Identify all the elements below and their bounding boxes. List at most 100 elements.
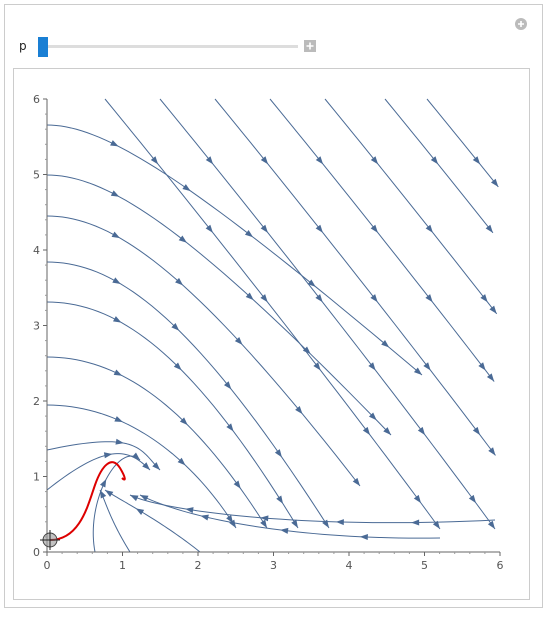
stream-arrow — [260, 156, 269, 165]
stream-arrow — [233, 480, 241, 489]
streamline — [46, 174, 392, 436]
stream-arrow — [115, 438, 124, 445]
stream-arrow — [417, 426, 426, 436]
stream-arrow — [205, 156, 214, 165]
stream-arrow — [472, 156, 481, 165]
stream-arrow — [111, 231, 121, 239]
stream-arrow — [110, 190, 120, 197]
stream-arrow — [112, 277, 121, 284]
stream-arrow — [295, 406, 303, 415]
stream-arrow — [488, 447, 496, 456]
stream-arrow — [226, 423, 234, 432]
stream-arrow — [234, 337, 243, 345]
stream-arrow — [335, 519, 344, 526]
stream-arrow — [260, 519, 267, 528]
stream-arrow — [274, 449, 282, 458]
plot-frame — [13, 68, 530, 600]
streamline — [129, 494, 496, 524]
streamline — [426, 98, 499, 188]
streamline — [104, 489, 201, 553]
stream-arrow — [177, 457, 186, 466]
stream-arrow — [182, 184, 191, 192]
stream-arrow — [478, 362, 486, 371]
stream-arrow — [112, 316, 122, 323]
stream-arrow — [472, 426, 481, 436]
stream-arrow — [413, 494, 422, 504]
y-tick-label: 0 — [33, 546, 40, 559]
streamline — [139, 494, 441, 539]
stream-arrow — [425, 224, 433, 233]
plus-icon[interactable] — [515, 18, 527, 30]
stream-arrow — [362, 426, 371, 436]
slider-expand[interactable] — [304, 40, 316, 52]
stream-arrow — [313, 362, 321, 371]
streamline — [324, 98, 498, 315]
stream-arrow — [100, 490, 107, 499]
x-tick-label: 5 — [421, 559, 428, 572]
stream-arrow — [150, 156, 159, 165]
stream-arrow — [485, 224, 493, 233]
streamline — [269, 98, 495, 382]
stream-arrow — [315, 156, 324, 165]
stream-arrow — [200, 514, 209, 521]
stream-arrow — [352, 477, 360, 486]
stream-arrow — [171, 323, 180, 331]
stream-arrow — [368, 362, 376, 371]
stream-arrow — [223, 381, 232, 390]
stream-arrow — [226, 514, 234, 524]
stream-arrow — [276, 495, 284, 504]
stream-arrow — [368, 412, 377, 421]
stream-arrow — [260, 294, 268, 303]
streamline — [46, 301, 299, 529]
y-tick-label: 6 — [33, 93, 40, 106]
stream-arrow — [142, 462, 150, 470]
stream-arrow — [105, 490, 114, 497]
stream-arrow — [486, 373, 495, 382]
stream-arrow — [130, 495, 139, 502]
x-tick-label: 6 — [497, 559, 504, 572]
slider-thumb[interactable] — [38, 37, 48, 57]
streamline — [46, 261, 330, 529]
y-tick-label: 4 — [33, 244, 40, 257]
locator-cross — [40, 530, 60, 550]
y-tick-label: 3 — [33, 320, 40, 333]
stream-arrow — [178, 235, 187, 243]
streamline — [214, 98, 496, 456]
x-tick-label: 1 — [119, 559, 126, 572]
plot: 0 1 2 3 4 5 6 0 1 2 3 4 5 6 — [33, 93, 504, 572]
stream-arrow — [413, 367, 422, 375]
stream-arrow — [140, 495, 149, 502]
stream-arrow — [315, 224, 323, 233]
stream-arrow — [260, 224, 268, 233]
trajectory — [49, 461, 126, 541]
stream-arrow — [135, 508, 145, 515]
stream-arrow — [430, 156, 439, 165]
streamline — [46, 124, 423, 376]
x-tick-label: 4 — [346, 559, 353, 572]
stream-arrow — [114, 416, 123, 423]
stream-arrow — [229, 519, 236, 528]
stream-arrow — [487, 520, 495, 529]
stream-arrow — [179, 417, 188, 426]
stream-arrow — [173, 362, 182, 371]
stream-arrow — [302, 346, 311, 355]
stream-arrow — [260, 515, 269, 522]
stream-arrow — [113, 369, 123, 376]
y-tick-label: 2 — [33, 395, 40, 408]
stream-arrow — [185, 507, 194, 514]
y-tick-label: 1 — [33, 471, 40, 484]
stream-arrow — [244, 229, 254, 238]
stream-arrow — [132, 452, 140, 460]
x-tick-label: 2 — [195, 559, 202, 572]
slider-label: p — [19, 39, 27, 53]
stream-arrow — [205, 224, 213, 233]
stream-arrow — [489, 305, 497, 314]
streamline — [46, 215, 361, 487]
stream-arrow — [315, 294, 323, 303]
stream-arrow — [370, 224, 378, 233]
stream-arrow — [370, 156, 379, 165]
slider-track[interactable] — [38, 45, 298, 48]
stream-arrow — [468, 494, 477, 504]
stream-arrow — [370, 294, 378, 303]
